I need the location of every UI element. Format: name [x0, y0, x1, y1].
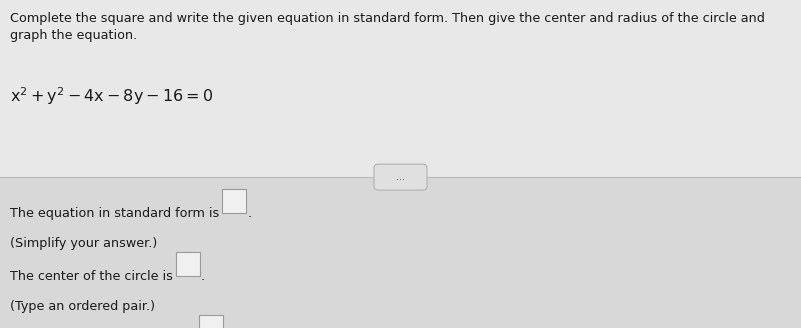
- FancyBboxPatch shape: [176, 252, 200, 276]
- Bar: [0, 0, 801, 177]
- Text: (Simplify your answer.): (Simplify your answer.): [10, 237, 157, 250]
- Text: (Type an ordered pair.): (Type an ordered pair.): [10, 300, 155, 313]
- Bar: [0, 177, 801, 328]
- Text: .: .: [201, 270, 205, 283]
- Text: Complete the square and write the given equation in standard form. Then give the: Complete the square and write the given …: [10, 12, 765, 42]
- FancyBboxPatch shape: [199, 315, 223, 328]
- Text: The center of the circle is: The center of the circle is: [10, 270, 177, 283]
- Text: ...: ...: [396, 172, 405, 182]
- Text: $\mathregular{x^2+y^2-4x-8y-16=0}$: $\mathregular{x^2+y^2-4x-8y-16=0}$: [10, 85, 213, 107]
- FancyBboxPatch shape: [374, 164, 427, 190]
- FancyBboxPatch shape: [222, 189, 246, 213]
- Text: .: .: [248, 207, 252, 220]
- Text: The equation in standard form is: The equation in standard form is: [10, 207, 223, 220]
